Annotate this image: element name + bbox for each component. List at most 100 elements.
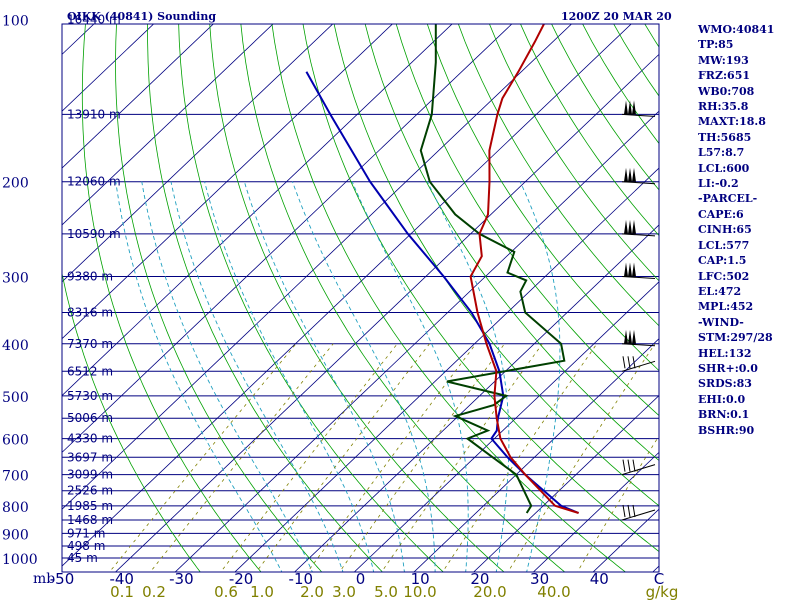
mixing-ratio-label: g/kg xyxy=(646,583,679,600)
dry-adiabat xyxy=(333,24,659,507)
dry-adiabat xyxy=(62,271,201,572)
height-label: 8316 m xyxy=(67,306,113,320)
height-label: 10590 m xyxy=(67,227,121,241)
wind-barb xyxy=(621,167,656,185)
dry-adiabat xyxy=(302,24,659,553)
index-line: STM:297/28 xyxy=(698,331,773,345)
temperature-tick-label: 30 xyxy=(530,570,549,588)
isotherm--50 xyxy=(62,24,632,567)
wind-barb xyxy=(621,100,656,117)
height-label: 1985 m xyxy=(67,499,113,513)
station-title: OIKK (40841) Sounding xyxy=(67,10,216,23)
temperature-tick-label: 20 xyxy=(470,570,489,588)
height-label: 6512 m xyxy=(67,364,113,378)
dry-adiabat xyxy=(81,24,262,572)
mixing-ratio-line xyxy=(576,435,659,572)
pressure-tick-label: 900 xyxy=(2,527,29,543)
index-line: TP:85 xyxy=(698,38,734,52)
height-label: 1468 m xyxy=(67,513,113,527)
mixing-ratio-line xyxy=(307,343,477,572)
mixing-ratio-label: 0.2 xyxy=(142,583,166,600)
mixing-ratio-line xyxy=(507,343,656,572)
dry-adiabat xyxy=(271,24,627,572)
height-label: 5730 m xyxy=(67,389,113,403)
index-line: HEL:132 xyxy=(698,346,752,360)
mixing-ratio-label: 40.0 xyxy=(537,583,570,600)
index-line: LCL:600 xyxy=(698,161,750,175)
pressure-tick-label: 1000 xyxy=(2,552,38,568)
index-line: LI:-0.2 xyxy=(698,177,739,191)
temperature-tick-label: -40 xyxy=(109,570,134,588)
mixing-ratio-line xyxy=(442,343,598,572)
index-line: WMO:40841 xyxy=(698,23,775,36)
height-label: 4330 m xyxy=(67,432,113,446)
mixing-ratio-line xyxy=(149,343,334,572)
temperature-tick-label: -30 xyxy=(169,570,194,588)
sounding-indices: WMO:40841 TP:85 MW:193 FRZ:651 WB0:708 RH:35.… xyxy=(698,22,798,438)
parcel-trace xyxy=(305,71,579,514)
moist-adiabat xyxy=(204,181,375,572)
index-line: MPL:452 xyxy=(698,300,754,314)
moist-adiabat xyxy=(351,181,469,572)
index-line: SHR+:0.0 xyxy=(698,361,758,375)
height-label: 971 m xyxy=(67,526,105,540)
index-line: SRDS:83 xyxy=(698,377,752,391)
isotherm--40 xyxy=(114,53,659,572)
mixing-ratio-label: 20.0 xyxy=(473,583,506,600)
mixing-ratio-label: 3.0 xyxy=(332,583,356,600)
isotherm-20 xyxy=(473,394,659,572)
index-line: LFC:502 xyxy=(698,269,750,283)
index-line: RH:35.8 xyxy=(698,100,749,114)
isotherm-30 xyxy=(532,451,659,572)
height-label: 9380 m xyxy=(67,269,113,283)
wind-barb xyxy=(621,219,656,237)
pressure-tick-label: 300 xyxy=(2,270,29,286)
mixing-ratio-label: 0.1 xyxy=(110,583,134,600)
pressure-unit-label: mb xyxy=(33,571,55,587)
index-line: MW:193 xyxy=(698,53,749,67)
pressure-tick-label: 600 xyxy=(2,433,29,449)
height-label: 13910 m xyxy=(67,107,121,121)
dry-adiabat xyxy=(209,24,505,572)
height-label: 2526 m xyxy=(67,484,113,498)
pressure-tick-label: 800 xyxy=(2,500,29,516)
mixing-ratio-label: 0.6 xyxy=(214,583,238,600)
isotherm--80 xyxy=(62,24,453,397)
isotherm--100 xyxy=(62,24,334,283)
index-line: EHI:0.0 xyxy=(698,392,746,406)
isotherm--90 xyxy=(62,24,393,340)
dewpoint-trace xyxy=(419,24,566,514)
index-line: MAXT:18.8 xyxy=(698,115,766,129)
pressure-tick-label: 500 xyxy=(2,390,29,406)
height-label: 45 m xyxy=(67,551,98,565)
dry-adiabat xyxy=(395,24,659,417)
dry-adiabat xyxy=(364,24,659,461)
sounding-time: 1200Z 20 MAR 20 xyxy=(561,10,672,23)
index-line: LCL:577 xyxy=(698,238,750,252)
isotherm-0 xyxy=(353,281,659,572)
wind-barb xyxy=(621,262,656,279)
moist-adiabat xyxy=(141,181,313,572)
dry-adiabat xyxy=(240,24,566,572)
index-line: -WIND- xyxy=(698,315,744,329)
dry-adiabat xyxy=(457,24,659,327)
pressure-tick-label: 700 xyxy=(2,469,29,485)
dry-adiabat xyxy=(115,24,323,572)
moist-adiabat xyxy=(170,181,344,572)
dry-adiabat xyxy=(489,24,659,282)
wind-barb xyxy=(621,459,656,476)
dry-adiabat xyxy=(178,24,444,572)
mixing-ratio-line xyxy=(108,343,297,572)
height-label: 3697 m xyxy=(67,450,113,464)
dry-adiabat xyxy=(426,24,659,372)
isotherm--30 xyxy=(174,110,659,572)
moist-adiabat xyxy=(115,181,283,572)
isotherm--150 xyxy=(0,0,65,580)
mixing-ratio-line xyxy=(255,343,430,572)
wind-barb xyxy=(621,329,656,347)
moist-adiabat xyxy=(519,181,561,572)
temperature-tick-label: 10 xyxy=(411,570,430,588)
height-label: 7370 m xyxy=(67,337,113,351)
height-label: 498 m xyxy=(67,539,105,553)
mixing-ratio-line xyxy=(220,343,398,572)
